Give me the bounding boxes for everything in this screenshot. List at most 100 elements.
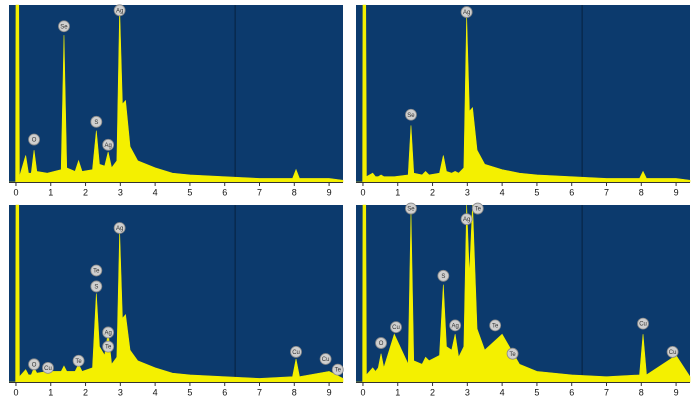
peak-badge — [637, 317, 649, 330]
peak-label: Cu — [292, 350, 300, 356]
peak-badge — [90, 264, 103, 277]
x-tick-label: 2 — [430, 387, 435, 397]
peak-label: Te — [335, 368, 342, 374]
peak-badge — [90, 115, 103, 128]
x-tick-label: 0 — [13, 187, 18, 197]
x-tick-label: 7 — [257, 387, 262, 397]
peak-badge — [405, 108, 417, 121]
peak-badge — [28, 133, 40, 146]
x-tick-label: 4 — [153, 387, 158, 397]
x-tick-label: 1 — [395, 187, 400, 197]
x-tick-label: 3 — [118, 387, 123, 397]
peak-badge — [28, 358, 40, 371]
peak-label: Se — [60, 24, 68, 30]
x-tick-label: 8 — [639, 187, 644, 197]
x-tick-label: 7 — [257, 187, 262, 197]
plot-background — [356, 205, 690, 382]
x-tick-label: 4 — [153, 187, 158, 197]
peak-label: Cu — [669, 350, 677, 356]
peak-label: Se — [407, 207, 415, 213]
x-tick-label: 6 — [569, 187, 574, 197]
x-tick-label: 1 — [395, 387, 400, 397]
x-tick-label: 6 — [222, 387, 227, 397]
x-tick-label: 4 — [500, 387, 505, 397]
peak-label: Te — [93, 269, 100, 275]
peak-label: O — [379, 341, 384, 347]
x-tick-label: 5 — [534, 187, 539, 197]
peak-badge — [113, 4, 126, 17]
x-tick-label: 6 — [222, 187, 227, 197]
peak-label: Te — [105, 345, 112, 351]
peak-label: Te — [492, 323, 499, 329]
peak-label: Ag — [463, 217, 470, 223]
x-tick-label: 2 — [83, 387, 88, 397]
peak-badge — [290, 346, 302, 358]
peak-label: Te — [75, 359, 82, 365]
peak-badge — [460, 6, 473, 18]
peak-label: Ag — [116, 8, 123, 14]
x-tick-label: 9 — [327, 387, 332, 397]
peak-label: Cu — [392, 325, 400, 331]
peak-badge — [471, 202, 484, 215]
peak-badge — [489, 319, 502, 332]
peak-badge — [375, 337, 387, 349]
x-tick-label: 0 — [360, 387, 365, 397]
x-tick-label: 1 — [48, 387, 53, 397]
x-tick-label: 9 — [674, 187, 679, 197]
x-tick-label: 6 — [569, 387, 574, 397]
x-tick-label: 9 — [674, 387, 679, 397]
peak-badge — [58, 20, 70, 33]
x-tick-label: 3 — [465, 187, 470, 197]
x-tick-label: 2 — [430, 187, 435, 197]
peak-badge — [460, 213, 473, 226]
peak-label: Se — [407, 113, 415, 119]
x-tick-label: 3 — [118, 187, 123, 197]
peak-badge — [102, 326, 115, 339]
peak-badge — [113, 222, 126, 234]
peak-label: Cu — [322, 357, 330, 363]
peak-label: Ag — [451, 323, 458, 329]
peak-badge — [319, 353, 332, 365]
x-tick-label: 7 — [604, 187, 609, 197]
plot-background — [9, 205, 343, 382]
peak-label: Te — [475, 207, 482, 213]
x-tick-label: 5 — [187, 387, 192, 397]
plot-background — [9, 5, 343, 182]
peak-label: Ag — [463, 10, 470, 16]
x-tick-label: 8 — [292, 387, 297, 397]
peak-label: Cu — [44, 366, 52, 372]
peak-label: S — [94, 120, 98, 126]
spectrum — [356, 204, 691, 383]
peak-label: Ag — [104, 331, 111, 337]
peak-badge — [506, 347, 519, 360]
x-tick-label: 5 — [534, 387, 539, 397]
peak-label: Te — [509, 352, 516, 358]
peak-badge — [405, 202, 417, 215]
x-tick-label: 0 — [13, 387, 18, 397]
peak-badge — [42, 361, 54, 374]
spectrum — [9, 204, 344, 383]
spectrum — [9, 4, 344, 183]
peak-badge — [331, 363, 344, 376]
x-tick-label: 7 — [604, 387, 609, 397]
x-tick-label: 9 — [327, 187, 332, 197]
peak-label: Ag — [116, 226, 123, 232]
peak-label: O — [32, 362, 37, 368]
peak-badge — [390, 321, 402, 334]
x-tick-label: 8 — [292, 187, 297, 197]
x-tick-label: 2 — [83, 187, 88, 197]
x-tick-label: 1 — [48, 187, 53, 197]
peak-label: O — [32, 138, 37, 144]
peak-badge — [90, 280, 103, 293]
x-tick-label: 0 — [360, 187, 365, 197]
x-tick-label: 5 — [187, 187, 192, 197]
x-tick-label: 3 — [465, 387, 470, 397]
peak-badge — [437, 269, 450, 282]
peak-badge — [449, 319, 462, 332]
plot-background — [356, 5, 690, 182]
peak-label: Cu — [639, 322, 647, 328]
peak-badge — [102, 138, 115, 151]
peak-badge — [102, 340, 115, 353]
